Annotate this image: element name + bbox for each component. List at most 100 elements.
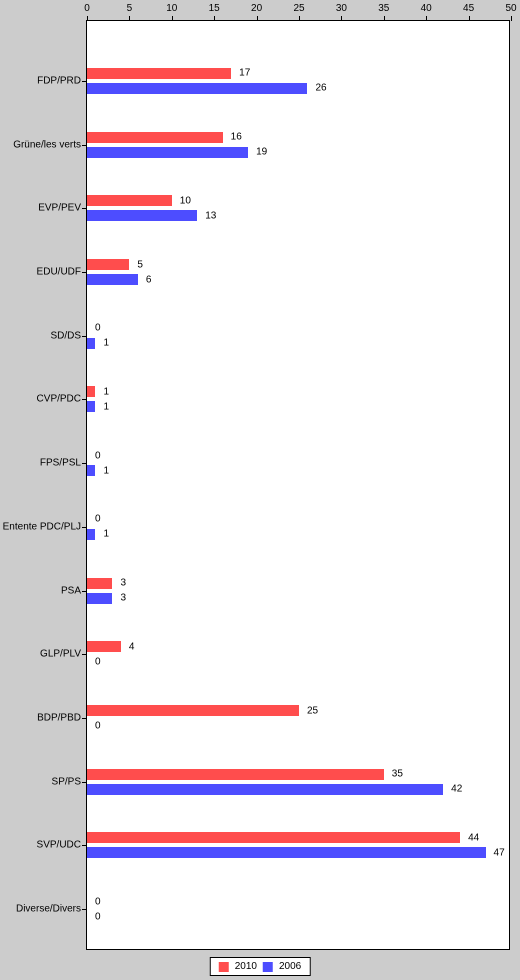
category-label: SP/PS xyxy=(52,776,81,787)
legend-label: 2010 xyxy=(235,961,257,972)
category-label: EDU/UDF xyxy=(37,267,81,278)
bar-value-label: 6 xyxy=(146,274,152,285)
bar-value-label: 3 xyxy=(120,578,126,589)
bar-s2006 xyxy=(87,401,95,412)
category-label: Diverse/Divers xyxy=(16,904,81,915)
y-tick xyxy=(82,399,87,400)
bar-value-label: 1 xyxy=(103,465,109,476)
y-tick xyxy=(82,845,87,846)
x-tick-label: 5 xyxy=(127,3,133,14)
bar-value-label: 0 xyxy=(95,720,101,731)
bar-value-label: 0 xyxy=(95,911,101,922)
category-label: SD/DS xyxy=(50,330,81,341)
legend: 2010 2006 xyxy=(210,957,311,976)
bar-s2006 xyxy=(87,83,307,94)
x-tick-label: 40 xyxy=(421,3,432,14)
category-label: GLP/PLV xyxy=(40,649,81,660)
bar-value-label: 1 xyxy=(103,401,109,412)
bar-value-label: 44 xyxy=(468,832,479,843)
y-tick xyxy=(82,527,87,528)
x-tick xyxy=(257,16,258,21)
bar-s2010 xyxy=(87,259,129,270)
bar-value-label: 17 xyxy=(239,68,250,79)
bar-value-label: 1 xyxy=(103,338,109,349)
x-tick xyxy=(214,16,215,21)
x-tick xyxy=(341,16,342,21)
category-label: Entente PDC/PLJ xyxy=(3,521,81,532)
x-tick-label: 20 xyxy=(251,3,262,14)
y-tick xyxy=(82,145,87,146)
bar-value-label: 1 xyxy=(103,386,109,397)
y-tick xyxy=(82,272,87,273)
x-tick-label: 30 xyxy=(336,3,347,14)
x-tick xyxy=(469,16,470,21)
category-label: BDP/PBD xyxy=(37,713,81,724)
bar-s2006 xyxy=(87,210,197,221)
bar-value-label: 47 xyxy=(494,847,505,858)
bar-value-label: 0 xyxy=(95,514,101,525)
y-tick xyxy=(82,463,87,464)
y-tick xyxy=(82,336,87,337)
bar-value-label: 16 xyxy=(231,132,242,143)
bar-s2006 xyxy=(87,338,95,349)
bar-s2010 xyxy=(87,132,223,143)
bar-s2010 xyxy=(87,641,121,652)
category-label: SVP/UDC xyxy=(37,840,81,851)
bar-s2006 xyxy=(87,274,138,285)
bar-value-label: 0 xyxy=(95,323,101,334)
y-tick xyxy=(82,81,87,82)
bar-s2010 xyxy=(87,705,299,716)
bar-value-label: 0 xyxy=(95,656,101,667)
bar-value-label: 10 xyxy=(180,195,191,206)
bar-value-label: 19 xyxy=(256,147,267,158)
x-tick-label: 45 xyxy=(463,3,474,14)
y-tick xyxy=(82,591,87,592)
legend-swatch xyxy=(263,962,273,972)
bar-s2006 xyxy=(87,593,112,604)
bar-value-label: 1 xyxy=(103,529,109,540)
x-tick xyxy=(129,16,130,21)
legend-label: 2006 xyxy=(279,961,301,972)
bar-s2006 xyxy=(87,465,95,476)
bar-value-label: 0 xyxy=(95,450,101,461)
bar-value-label: 35 xyxy=(392,769,403,780)
x-tick-label: 25 xyxy=(293,3,304,14)
y-tick xyxy=(82,782,87,783)
bar-value-label: 25 xyxy=(307,705,318,716)
x-tick-label: 35 xyxy=(378,3,389,14)
category-label: FPS/PSL xyxy=(40,458,81,469)
x-tick xyxy=(299,16,300,21)
y-tick xyxy=(82,654,87,655)
x-tick-label: 15 xyxy=(209,3,220,14)
bar-value-label: 4 xyxy=(129,641,135,652)
x-tick xyxy=(87,16,88,21)
bar-s2010 xyxy=(87,195,172,206)
bar-s2010 xyxy=(87,832,460,843)
bar-s2006 xyxy=(87,529,95,540)
bar-value-label: 26 xyxy=(315,83,326,94)
bar-s2010 xyxy=(87,386,95,397)
x-tick xyxy=(511,16,512,21)
bar-s2010 xyxy=(87,578,112,589)
category-label: Grüne/les verts xyxy=(13,139,81,150)
x-tick xyxy=(172,16,173,21)
bar-value-label: 5 xyxy=(137,259,143,270)
bar-s2006 xyxy=(87,847,486,858)
x-tick-label: 50 xyxy=(505,3,516,14)
y-tick xyxy=(82,208,87,209)
bar-s2010 xyxy=(87,769,384,780)
x-tick-label: 10 xyxy=(166,3,177,14)
category-label: FDP/PRD xyxy=(37,75,81,86)
bar-s2006 xyxy=(87,784,443,795)
bar-value-label: 0 xyxy=(95,896,101,907)
x-tick xyxy=(384,16,385,21)
category-label: PSA xyxy=(61,585,81,596)
x-tick xyxy=(426,16,427,21)
bar-value-label: 3 xyxy=(120,593,126,604)
y-tick xyxy=(82,909,87,910)
bar-value-label: 13 xyxy=(205,210,216,221)
bar-s2010 xyxy=(87,68,231,79)
y-tick xyxy=(82,718,87,719)
category-label: EVP/PEV xyxy=(38,203,81,214)
bar-s2006 xyxy=(87,147,248,158)
